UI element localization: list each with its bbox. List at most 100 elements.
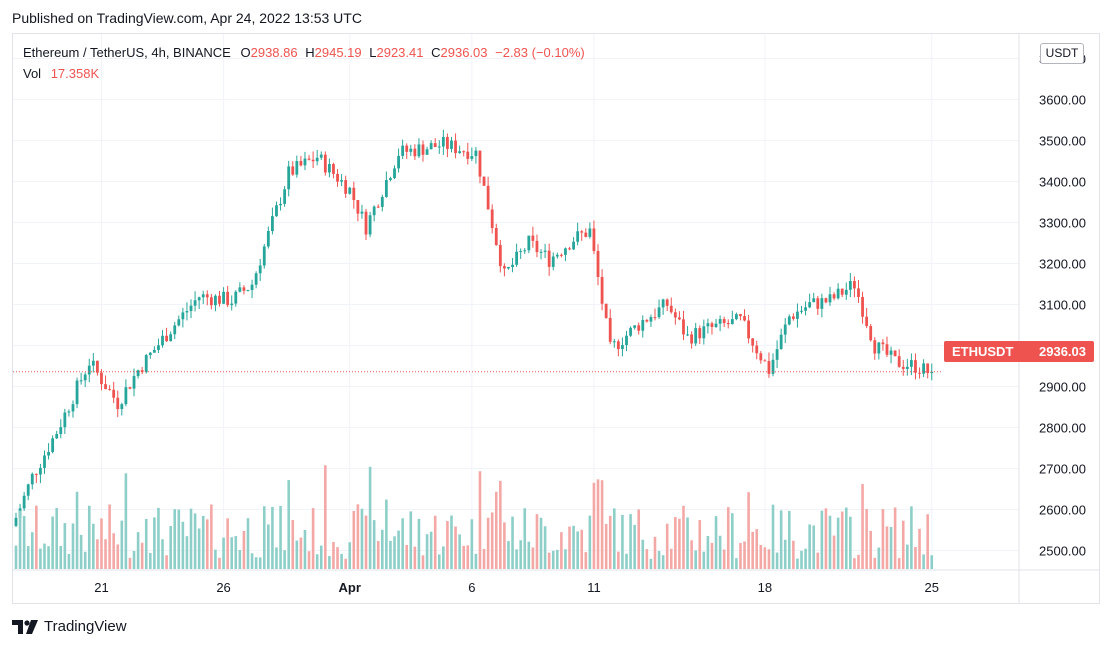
volume-bar (584, 552, 588, 569)
candle-body (136, 370, 140, 377)
candle-body (39, 467, 42, 475)
candle-body (897, 356, 901, 367)
candle-body (218, 295, 221, 304)
footer-brand[interactable]: TradingView (12, 618, 127, 635)
volume-bar (43, 543, 46, 569)
candle-body (763, 360, 767, 362)
volume-bar (816, 552, 820, 569)
volume-bar (694, 550, 697, 569)
volume-bar (193, 513, 197, 569)
candle-body (340, 180, 343, 182)
volume-bar (788, 510, 791, 569)
volume-bar (499, 480, 502, 569)
volume-bar (307, 551, 311, 569)
legend-symbol[interactable]: Ethereum / TetherUS, 4h, BINANCE (23, 45, 231, 60)
candle-body (75, 380, 79, 405)
candle-body (352, 187, 356, 201)
volume-bar (474, 553, 478, 569)
volume-bar (218, 557, 221, 569)
volume-bar (267, 524, 270, 569)
volume-bar (450, 515, 453, 569)
volume-bar (35, 505, 38, 569)
volume-bar (600, 480, 604, 569)
legend-h-label: H (305, 45, 315, 60)
volume-bar (385, 499, 388, 569)
candle-body (616, 341, 620, 350)
volume-bar (840, 511, 844, 569)
volume-bar (291, 520, 295, 569)
volume-bar (551, 550, 555, 569)
candle-body (108, 389, 112, 391)
candle-body (446, 136, 449, 149)
candle-body (669, 305, 673, 313)
candle-body (747, 320, 750, 339)
candle-body (279, 203, 282, 206)
candle-body (238, 287, 242, 292)
candle-body (26, 484, 30, 496)
chart-frame[interactable] (12, 33, 1100, 604)
candle-body (262, 246, 266, 266)
candle-body (120, 404, 124, 410)
volume-bar (360, 508, 364, 569)
candle-body (775, 349, 779, 360)
candle-body (389, 178, 392, 181)
candle-body (87, 365, 91, 375)
candle-body (625, 335, 628, 346)
price-tick-label: 2500.00 (1039, 544, 1086, 559)
volume-bar (181, 521, 185, 569)
volume-bar (79, 534, 83, 569)
time-tick-label: Apr (339, 580, 361, 595)
candle-body (173, 325, 177, 335)
candle-body (303, 158, 307, 166)
candle-body (755, 345, 759, 354)
volume-bar (914, 547, 917, 569)
candle-body (91, 360, 95, 366)
candle-body (466, 151, 470, 159)
volume-bar (893, 507, 897, 569)
candle-body (783, 324, 787, 335)
candle-body (791, 316, 795, 319)
volume-bar (283, 550, 286, 569)
candle-body (413, 148, 417, 157)
volume-bar (454, 526, 457, 569)
volume-bar (653, 536, 657, 569)
volume-bar (262, 506, 266, 569)
candle-body (722, 319, 726, 323)
candle-body (433, 143, 437, 148)
volume-bar (824, 508, 828, 569)
candle-body (299, 161, 303, 166)
candle-body (649, 317, 653, 322)
volume-bar (214, 549, 217, 569)
volume-bar (726, 507, 730, 569)
volume-bar (254, 557, 258, 569)
candle-body (478, 150, 482, 177)
volume-bar (197, 528, 201, 569)
volume-bar (205, 519, 209, 569)
candle-body (910, 360, 913, 367)
volume-bar (747, 492, 750, 569)
volume-bar (910, 506, 913, 569)
candle-body (454, 140, 457, 154)
candle-body (380, 196, 384, 207)
price-tick-label: 3400.00 (1039, 175, 1086, 190)
volume-bar (580, 529, 584, 569)
currency-unit-badge[interactable]: USDT (1040, 43, 1084, 64)
candle-body (417, 144, 421, 157)
volume-bar (482, 548, 486, 569)
volume-bar (92, 523, 95, 569)
candle-body (470, 156, 474, 159)
candle-body (820, 298, 824, 309)
candle-body (621, 345, 624, 350)
volume-bar (271, 506, 274, 569)
candle-body (169, 334, 173, 342)
volume-bar (775, 552, 779, 569)
candle-body (104, 384, 107, 390)
candle-body (441, 136, 445, 147)
candle-body (30, 473, 34, 485)
volume-bar (393, 536, 396, 569)
volume-bar (242, 530, 246, 569)
volume-bar (173, 509, 177, 569)
volume-bar (344, 558, 347, 569)
candle-body (43, 455, 46, 468)
